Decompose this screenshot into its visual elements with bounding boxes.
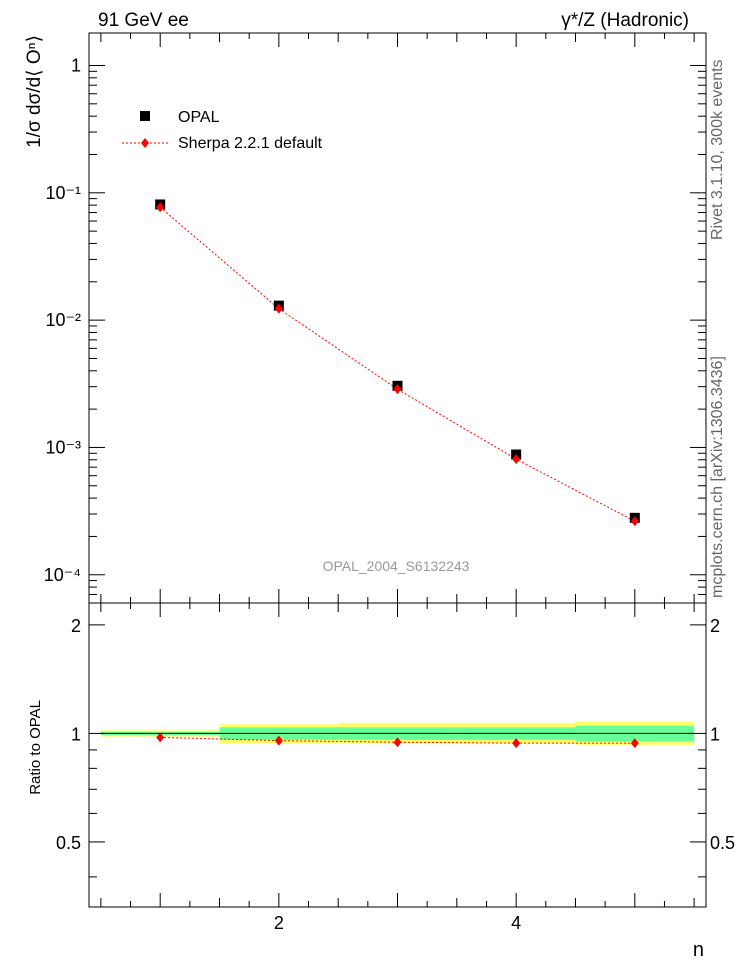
sherpa-data-point — [274, 303, 283, 314]
sherpa-line — [159, 206, 636, 522]
sherpa-ratio-point — [512, 738, 521, 749]
main-y-tick-label: 1 — [71, 55, 81, 75]
sherpa-data-point — [630, 516, 639, 527]
legend: OPAL Sherpa 2.2.1 default — [122, 109, 323, 152]
x-tick-label: 4 — [511, 913, 521, 933]
ratio-plot-frame — [88, 602, 707, 908]
right-title: γ*/Z (Hadronic) — [561, 10, 689, 31]
rivet-label: Rivet 3.1.10, 300k events — [709, 59, 726, 240]
x-axis-label: n — [693, 939, 704, 961]
sherpa-data-point — [393, 384, 402, 395]
main-y-tick-label: 10⁻² — [45, 310, 81, 330]
legend-opal-label: OPAL — [178, 109, 220, 126]
legend-sherpa-marker — [141, 138, 149, 148]
sherpa-ratio-point — [274, 735, 283, 746]
legend-opal-marker — [140, 111, 150, 121]
analysis-watermark: OPAL_2004_S6132243 — [323, 558, 470, 574]
ratio-y-tick-label-left: 0.5 — [56, 833, 81, 853]
ratio-y-tick-label-right: 2 — [710, 616, 720, 636]
x-tick-label: 2 — [274, 913, 284, 933]
left-title: 91 GeV ee — [98, 10, 189, 31]
main-y-tick-label: 10⁻¹ — [45, 183, 81, 203]
sherpa-ratio-point — [393, 737, 402, 748]
ratio-y-tick-label-right: 1 — [710, 724, 720, 744]
source-label: mcplots.cern.ch [arXiv:1306.3436] — [709, 356, 726, 598]
ratio-y-axis-label: Ratio to OPAL — [27, 700, 44, 795]
ratio-y-tick-label-right: 0.5 — [710, 833, 735, 853]
legend-sherpa-label: Sherpa 2.2.1 default — [178, 135, 323, 152]
sherpa-data-point — [512, 454, 521, 465]
ratio-y-tick-label-left: 1 — [71, 724, 81, 744]
ratio-y-tick-label-left: 2 — [71, 616, 81, 636]
main-y-tick-label: 10⁻³ — [45, 437, 81, 457]
sherpa-ratio-point — [630, 738, 639, 749]
main-y-axis-label: 1/σ dσ/d⟨ Oⁿ⟩ — [24, 35, 45, 148]
sherpa-ratio-point — [156, 732, 165, 743]
main-y-tick-label: 10⁻⁴ — [44, 565, 81, 585]
sherpa-data-point — [156, 202, 165, 213]
